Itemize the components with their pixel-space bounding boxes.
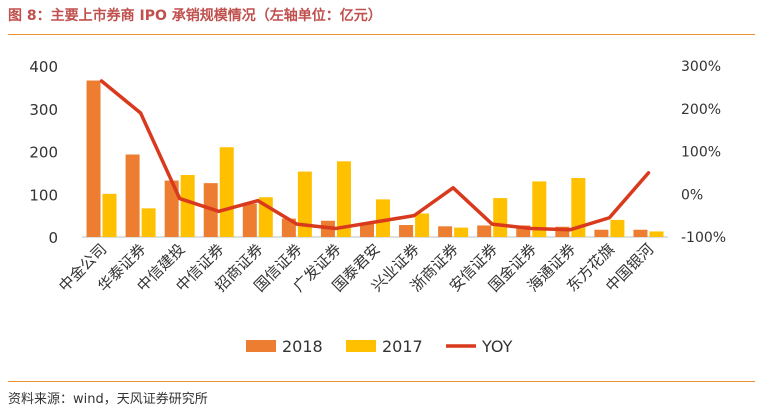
bar-2017: [610, 219, 625, 237]
bar-2018: [399, 225, 414, 237]
bar-2017: [102, 193, 117, 237]
y-right-tick-label: 0%: [681, 187, 703, 203]
y-right-tick-label: 300%: [681, 59, 721, 75]
y-right-tick-label: -100%: [681, 230, 726, 246]
bar-2018: [438, 226, 453, 237]
yoy-point: [218, 210, 220, 212]
bar-2017: [571, 178, 586, 237]
yoy-point: [413, 215, 415, 217]
bar-2018: [516, 225, 531, 237]
yoy-point: [608, 217, 610, 219]
legend-label-YOY: YOY: [481, 337, 513, 356]
yoy-point: [179, 198, 181, 200]
yoy-point: [647, 172, 649, 174]
bar-2018: [555, 226, 570, 237]
bar-2017: [649, 231, 664, 237]
y-left-tick-label: 100: [29, 186, 58, 204]
bar-2018: [360, 223, 374, 237]
bar-2018: [242, 203, 257, 237]
title-divider: [8, 34, 755, 35]
bar-2017: [376, 199, 390, 237]
yoy-point: [257, 200, 259, 202]
bar-2017: [141, 208, 156, 237]
bar-2017: [532, 181, 547, 237]
yoy-point: [140, 112, 142, 114]
source-note: 资料来源：wind，天风证券研究所: [8, 392, 208, 407]
bar-2017: [297, 171, 312, 237]
y-left-tick-label: 300: [29, 101, 58, 119]
y-left-tick-label: 400: [29, 58, 58, 76]
bar-2017: [219, 147, 234, 237]
source-divider: [8, 381, 755, 382]
bar-2017: [180, 175, 195, 237]
y-right-tick-label: 100%: [681, 145, 721, 161]
y-left-tick-label: 0: [48, 229, 58, 247]
legend-swatch-2017: [346, 340, 376, 352]
yoy-point: [452, 187, 454, 189]
bar-2017: [415, 213, 430, 237]
y-right-tick-label: 200%: [681, 102, 721, 118]
yoy-point: [569, 229, 571, 231]
yoy-point: [296, 223, 298, 225]
bar-2017: [454, 227, 469, 237]
bar-2018: [164, 180, 179, 237]
bar-2018: [125, 154, 140, 237]
legend-label-2018: 2018: [282, 337, 323, 356]
bar-2018: [477, 225, 492, 237]
yoy-point: [530, 227, 532, 229]
legend-swatch-2018: [246, 340, 276, 352]
legend-label-2017: 2017: [382, 337, 423, 356]
bar-2018: [86, 80, 101, 237]
bar-2018: [594, 229, 609, 237]
yoy-point: [335, 227, 337, 229]
chart-title: 图 8：主要上市券商 IPO 承销规模情况（左轴单位：亿元）: [8, 8, 382, 24]
bar-2017: [336, 161, 351, 237]
y-left-tick-label: 200: [29, 144, 58, 162]
yoy-point: [491, 223, 493, 225]
bar-2018: [633, 229, 648, 237]
yoy-point: [101, 80, 103, 82]
ipo-underwriting-chart: 0100200300400-100%0%100%200%300%中金公司华泰证券…: [29, 58, 726, 356]
bar-2017: [493, 198, 508, 237]
yoy-point: [374, 221, 376, 223]
